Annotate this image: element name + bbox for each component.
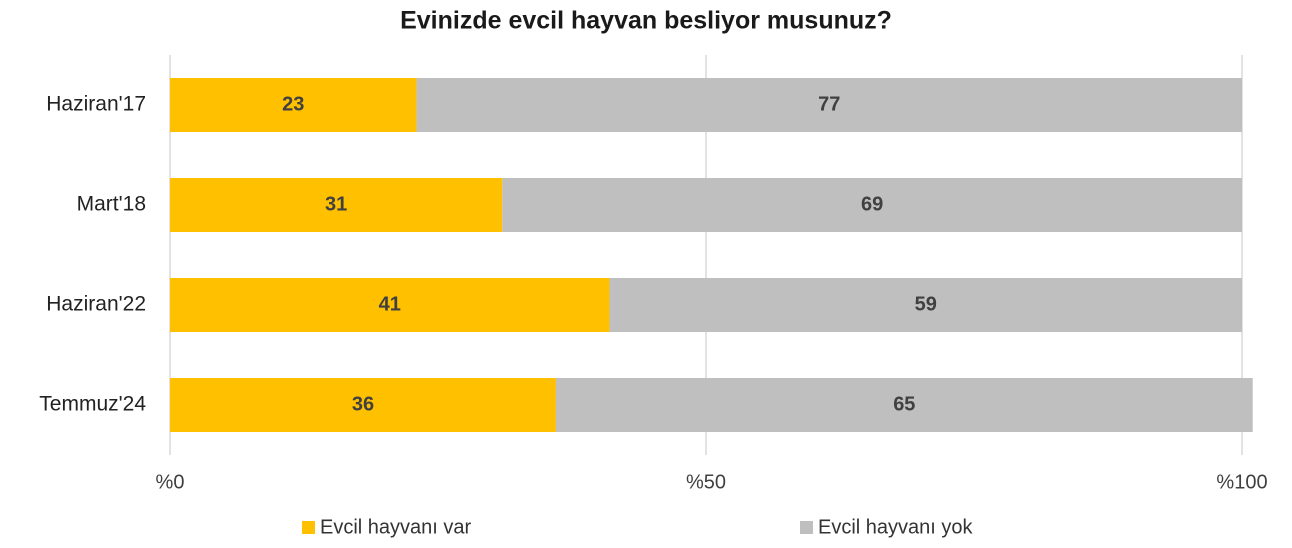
bar-segment — [170, 378, 556, 432]
x-tick-label: %100 — [1216, 471, 1267, 493]
data-label: 65 — [893, 393, 915, 415]
data-label: 41 — [379, 293, 401, 315]
bar-segment — [416, 78, 1242, 132]
x-tick-label: %50 — [686, 471, 726, 493]
x-tick-label: %0 — [156, 471, 185, 493]
y-tick-label: Temmuz'24 — [39, 393, 146, 416]
bar-segment — [609, 278, 1242, 332]
y-tick-label: Mart'18 — [77, 193, 146, 216]
legend-label: Evcil hayvanı var — [320, 516, 472, 538]
data-label: 77 — [818, 93, 840, 115]
legend-swatch — [302, 521, 315, 534]
data-label: 59 — [915, 293, 937, 315]
bar-segment — [170, 178, 503, 232]
legend-label: Evcil hayvanı yok — [818, 516, 974, 538]
data-label: 69 — [861, 193, 883, 215]
bar-segment — [502, 178, 1242, 232]
y-tick-label: Haziran'17 — [46, 93, 146, 116]
bar-segment — [555, 378, 1253, 432]
data-label: 23 — [282, 93, 304, 115]
bar-segment — [170, 78, 417, 132]
y-tick-label: Haziran'22 — [46, 293, 146, 316]
data-label: 31 — [325, 193, 347, 215]
data-label: 36 — [352, 393, 374, 415]
bar-segment — [170, 278, 610, 332]
chart-title: Evinizde evcil hayvan besliyor musunuz? — [400, 7, 892, 35]
legend-swatch — [800, 521, 813, 534]
